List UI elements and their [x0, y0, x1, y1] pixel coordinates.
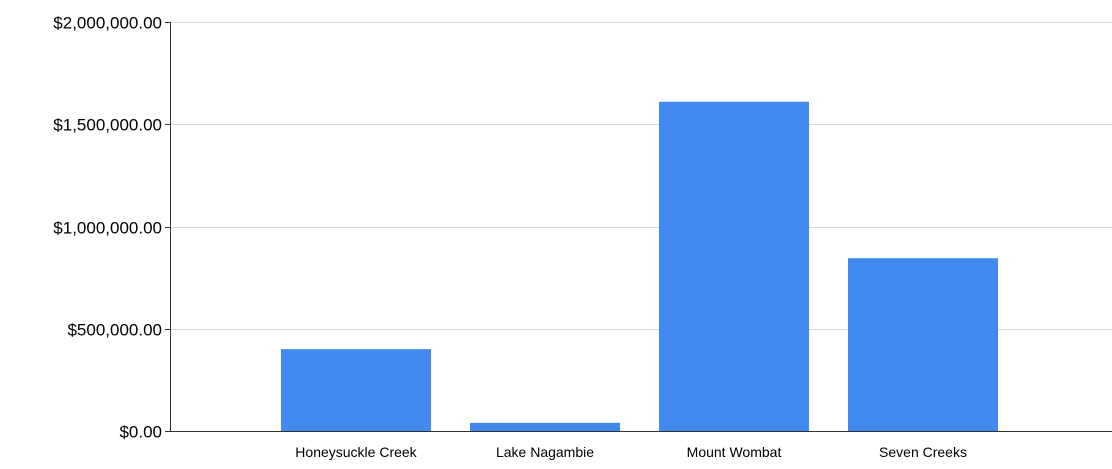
- y-tick-labels: $0.00 $500,000.00 $1,000,000.00 $1,500,000.…: [53, 14, 162, 442]
- y-tick-label: $1,000,000.00: [53, 219, 162, 238]
- bars: [281, 101, 998, 431]
- x-tick-labels: Honeysuckle Creek Lake Nagambie Mount Womb…: [295, 444, 967, 460]
- y-tick-label: $0.00: [119, 423, 162, 442]
- x-tick-label: Lake Nagambie: [496, 444, 594, 460]
- x-tick-label: Seven Creeks: [879, 444, 967, 460]
- y-tick-label: $1,500,000.00: [53, 116, 162, 135]
- bar-mount-wombat: [659, 101, 809, 431]
- bar-honeysuckle-creek: [281, 349, 431, 431]
- y-tick-label: $500,000.00: [67, 321, 162, 340]
- x-tick-label: Honeysuckle Creek: [295, 444, 417, 460]
- x-tick-label: Mount Wombat: [687, 444, 782, 460]
- bar-seven-creeks: [848, 258, 998, 431]
- y-tick-label: $2,000,000.00: [53, 14, 162, 33]
- axes: [165, 22, 1112, 432]
- bar-lake-nagambie: [470, 422, 620, 431]
